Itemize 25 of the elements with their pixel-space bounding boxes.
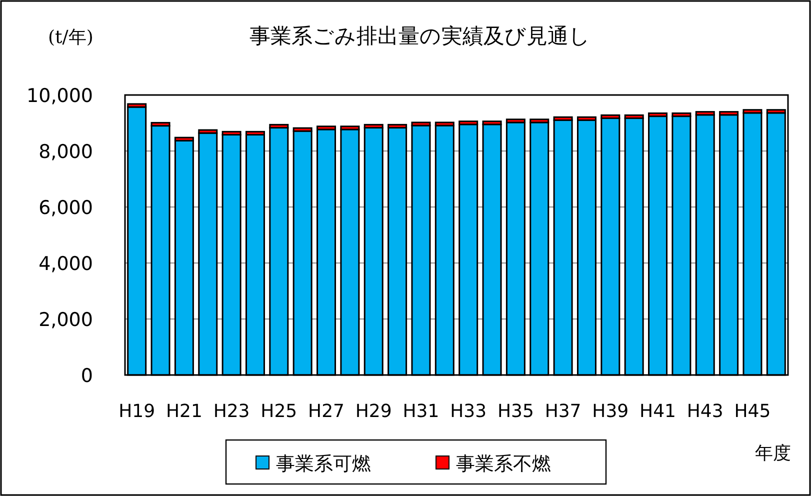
y-tick-label: 2,000 — [38, 309, 93, 331]
legend-label: 事業系不燃 — [456, 453, 551, 475]
x-axis-title: 年度 — [755, 443, 791, 464]
x-tick-label: H39 — [592, 401, 629, 422]
x-tick-label: H23 — [213, 401, 250, 422]
legend-label: 事業系可燃 — [276, 453, 371, 475]
y-tick-label: 0 — [80, 365, 93, 387]
x-tick-label: H33 — [450, 401, 487, 422]
x-tick-label: H21 — [166, 401, 202, 422]
x-tick-label: H31 — [402, 401, 440, 422]
x-tick-label: H43 — [686, 401, 724, 422]
y-tick-label: 6,000 — [38, 197, 93, 219]
y-tick-label: 10,000 — [26, 85, 93, 107]
x-tick-label: H37 — [544, 401, 582, 422]
x-tick-label: H25 — [260, 401, 298, 422]
chart-title: 事業系ごみ排出量の実績及び見通し — [250, 24, 590, 48]
x-tick-label: H19 — [118, 401, 156, 422]
y-tick-label: 4,000 — [38, 253, 93, 275]
x-tick-label: H45 — [734, 401, 771, 422]
x-tick-label: H35 — [497, 401, 534, 422]
x-tick-label: H27 — [308, 401, 344, 422]
x-tick-label: H41 — [640, 401, 676, 422]
x-tick-label: H29 — [355, 401, 392, 422]
y-axis-title: (t/年) — [48, 27, 94, 48]
y-tick-label: 8,000 — [38, 141, 93, 163]
